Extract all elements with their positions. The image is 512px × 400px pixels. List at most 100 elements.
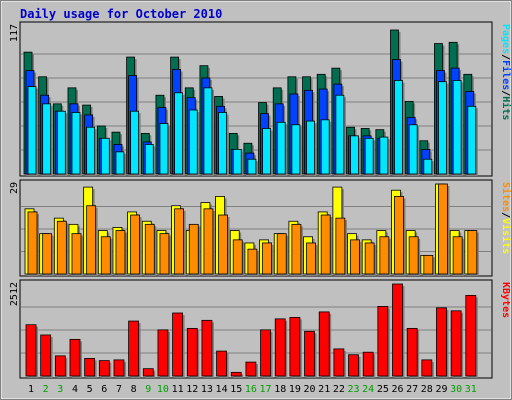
day-label-8: 8 [131, 384, 137, 395]
bar-sites-day-24 [364, 242, 375, 275]
bar-sites-day-9 [144, 223, 155, 275]
bar-sites-day-26 [394, 196, 404, 275]
bar-kbytes-day-20 [304, 330, 315, 377]
bar-kbytes-day-6 [98, 360, 110, 377]
legend-middle: Sites/Visits [500, 182, 512, 254]
day-label-29: 29 [435, 384, 447, 395]
day-label-7: 7 [116, 384, 122, 395]
legend-bottom: KBytes [500, 282, 511, 318]
bar-kbytes-day-17 [260, 329, 271, 377]
day-label-16: 16 [245, 384, 257, 395]
bar-pages-day-15 [232, 148, 242, 175]
day-label-11: 11 [172, 384, 184, 395]
bar-pages-day-7 [115, 151, 125, 175]
bar-pages-day-1 [27, 86, 37, 175]
bar-pages-day-18 [276, 121, 286, 175]
day-label-27: 27 [406, 384, 418, 395]
legend-top: Pages/Files/Hits [500, 24, 512, 120]
day-label-14: 14 [216, 384, 228, 395]
bar-kbytes-day-24 [362, 351, 374, 377]
bar-kbytes-day-22 [333, 348, 345, 377]
bar-sites-day-21 [320, 214, 331, 275]
bar-kbytes-day-19 [289, 317, 301, 377]
day-label-9: 9 [145, 384, 151, 395]
bar-pages-day-22 [335, 94, 345, 175]
day-label-12: 12 [186, 384, 198, 395]
bar-pages-day-24 [364, 137, 374, 175]
bar-kbytes-day-25 [377, 306, 389, 377]
bar-sites-day-19 [291, 223, 302, 275]
bar-pages-day-16 [247, 158, 257, 175]
bar-kbytes-day-4 [69, 338, 81, 377]
bar-kbytes-day-30 [450, 310, 462, 377]
bar-kbytes-day-27 [406, 327, 418, 377]
bar-pages-day-10 [159, 123, 169, 175]
legend-entry: / [500, 54, 511, 60]
bar-sites-day-23 [350, 239, 360, 275]
bars-layer [21, 29, 491, 378]
bar-sites-day-2 [42, 233, 53, 275]
legend-entry: Hits [500, 96, 512, 120]
bar-kbytes-day-11 [172, 312, 184, 377]
day-label-28: 28 [421, 384, 433, 395]
day-label-31: 31 [465, 384, 477, 395]
day-label-24: 24 [362, 384, 374, 395]
bar-kbytes-day-14 [216, 350, 227, 377]
bar-pages-day-29 [438, 81, 447, 175]
bar-sites-day-6 [100, 236, 111, 275]
chart-title: Daily usage for October 2010 [20, 7, 222, 21]
bar-sites-day-7 [115, 230, 126, 275]
day-labels: 1 2 3 4 5 6 7 8 9 10 11 12 13 14 15 16 17 18 19 20 21 22 23 24 2… [28, 384, 477, 395]
bar-kbytes-day-28 [421, 359, 433, 377]
day-label-3: 3 [57, 384, 63, 395]
bar-pages-day-25 [379, 136, 389, 175]
bar-kbytes-day-26 [392, 283, 403, 377]
bar-sites-day-30 [452, 236, 463, 275]
top-max-label: 117 [9, 24, 20, 42]
bar-pages-day-13 [203, 87, 213, 175]
bar-pages-day-28 [423, 158, 433, 175]
day-label-1: 1 [28, 384, 34, 395]
bar-pages-day-8 [130, 110, 140, 175]
bar-kbytes-day-29 [436, 307, 447, 377]
day-label-26: 26 [391, 384, 403, 395]
bar-pages-day-6 [100, 137, 110, 175]
bar-sites-day-12 [188, 223, 199, 275]
day-label-22: 22 [333, 384, 345, 395]
day-label-30: 30 [450, 384, 462, 395]
bar-sites-day-14 [218, 214, 228, 275]
day-label-6: 6 [101, 384, 107, 395]
bar-sites-day-31 [467, 230, 478, 275]
bar-sites-day-8 [130, 214, 141, 275]
bar-kbytes-day-21 [318, 311, 330, 377]
bar-sites-day-3 [56, 220, 67, 275]
bar-pages-day-3 [56, 110, 66, 175]
bar-pages-day-26 [394, 80, 403, 175]
day-label-23: 23 [347, 384, 359, 395]
bar-kbytes-day-13 [201, 319, 213, 377]
legend-entry: Pages [500, 24, 511, 54]
bar-sites-day-20 [306, 242, 316, 275]
bar-pages-day-9 [144, 144, 154, 175]
legend-entry: / [500, 90, 511, 96]
bar-kbytes-day-12 [186, 327, 198, 377]
day-label-10: 10 [157, 384, 169, 395]
bar-sites-day-4 [71, 233, 82, 275]
day-label-18: 18 [274, 384, 286, 395]
bar-kbytes-day-3 [54, 355, 66, 377]
bar-kbytes-day-5 [84, 358, 96, 377]
bar-sites-day-27 [408, 236, 419, 275]
bar-sites-day-16 [247, 248, 258, 275]
bar-pages-day-21 [320, 119, 330, 175]
bar-kbytes-day-1 [25, 324, 37, 377]
bar-pages-day-23 [350, 135, 359, 175]
day-label-15: 15 [230, 384, 242, 395]
bar-kbytes-day-15 [230, 371, 242, 377]
bar-kbytes-day-9 [142, 368, 154, 377]
bar-kbytes-day-18 [274, 318, 286, 377]
bar-pages-day-11 [174, 92, 184, 175]
legend-entry: KBytes [500, 282, 511, 318]
bar-sites-day-15 [232, 239, 243, 275]
bar-pages-day-5 [86, 126, 96, 175]
